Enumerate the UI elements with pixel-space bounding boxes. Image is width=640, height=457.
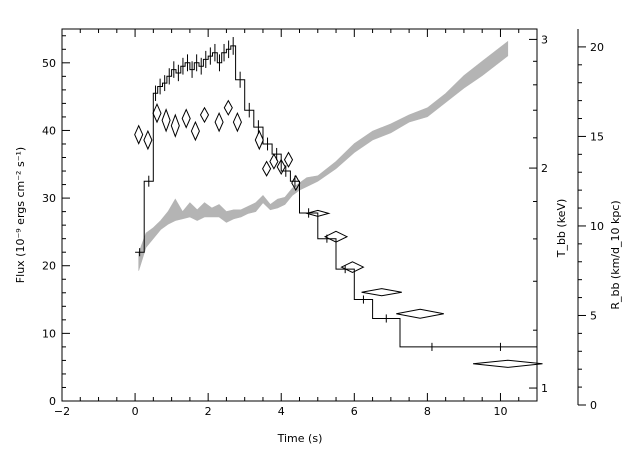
temperature-point [340, 261, 365, 274]
left-y-tick-label: 10 [42, 327, 56, 340]
left-y-tick-label: 50 [42, 57, 56, 70]
radius-tick-label: 10 [590, 220, 604, 233]
temperature-point [269, 153, 279, 170]
temperature-point [199, 106, 210, 124]
x-tick-label: −2 [54, 405, 70, 418]
temperature-tick-label: 1 [541, 382, 548, 395]
x-axis-title: Time (s) [277, 432, 323, 445]
x-tick-label: 4 [278, 405, 285, 418]
radius-axis-title: R_bb (km/d_10 kpc) [609, 200, 622, 309]
temperature-point [283, 151, 294, 168]
left-y-tick-label: 30 [42, 192, 56, 205]
x-tick-label: 0 [132, 405, 139, 418]
temperature-point [232, 111, 242, 133]
temperature-point [223, 99, 233, 116]
radius-band [138, 40, 509, 271]
temperature-point [170, 113, 180, 138]
temperature-point [134, 124, 144, 145]
temperature-point [181, 108, 191, 129]
x-tick-label: 8 [424, 405, 431, 418]
left-y-axis-title: Flux (10⁻⁹ ergs cm⁻² s⁻¹) [14, 147, 27, 283]
temperature-point [254, 129, 264, 151]
flux-step-layer [135, 37, 537, 351]
radius-tick-label: 15 [590, 130, 604, 143]
temperature-point [291, 174, 301, 192]
temperature-point [161, 108, 171, 133]
temperature-point [214, 111, 224, 133]
temperature-point [190, 120, 200, 142]
temperature-point [323, 230, 349, 243]
x-tick-label: 2 [205, 405, 212, 418]
temperature-point [361, 288, 402, 297]
temperature-diamond-layer [134, 99, 543, 368]
temperature-point [276, 158, 286, 176]
temperature-tick-label: 3 [541, 33, 548, 46]
radius-tick-label: 0 [590, 399, 597, 412]
temperature-point [152, 102, 162, 124]
flux-step-line [135, 45, 537, 348]
temperature-axis-title: T_bb (keV) [555, 199, 568, 259]
radius-tick-label: 20 [590, 41, 604, 54]
x-tick-label: 6 [351, 405, 358, 418]
temperature-point [262, 160, 272, 177]
temperature-tick-label: 2 [541, 162, 548, 175]
temperature-point [396, 308, 444, 319]
temperature-point [473, 359, 543, 368]
radius-band-layer [138, 40, 509, 271]
temperature-point [304, 209, 331, 217]
left-y-tick-label: 20 [42, 260, 56, 273]
x-tick-label: 10 [493, 405, 507, 418]
temperature-point [143, 129, 153, 151]
left-y-tick-label: 40 [42, 124, 56, 137]
radius-tick-label: 5 [590, 309, 597, 322]
left-y-tick-label: 0 [49, 395, 56, 408]
